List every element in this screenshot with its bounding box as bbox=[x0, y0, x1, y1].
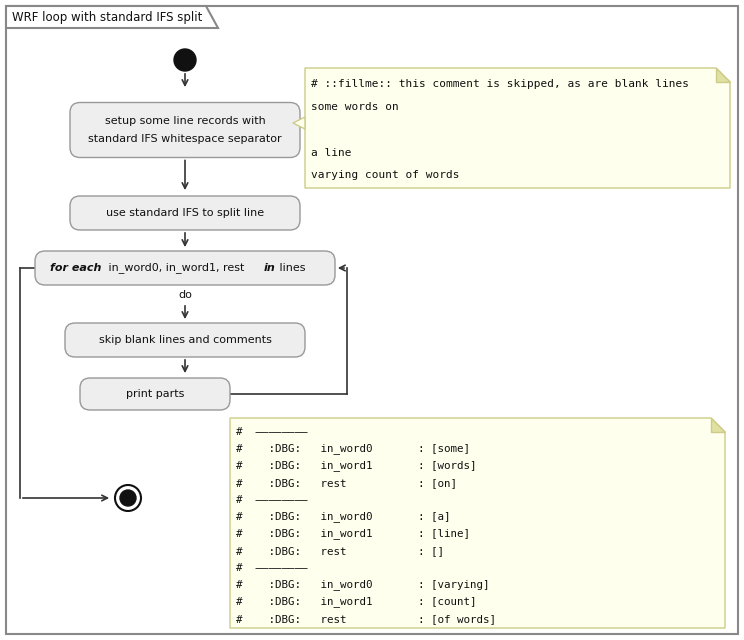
Text: skip blank lines and comments: skip blank lines and comments bbox=[98, 335, 272, 345]
Circle shape bbox=[174, 49, 196, 71]
Text: in_word0, in_word1, rest: in_word0, in_word1, rest bbox=[105, 262, 248, 273]
Circle shape bbox=[120, 490, 136, 506]
Text: #    :DBG:   rest           : [of words]: # :DBG: rest : [of words] bbox=[236, 614, 496, 623]
Polygon shape bbox=[230, 418, 725, 628]
Text: #    :DBG:   in_word1       : [words]: # :DBG: in_word1 : [words] bbox=[236, 460, 476, 471]
Text: standard IFS whitespace separator: standard IFS whitespace separator bbox=[89, 134, 282, 144]
Text: #    :DBG:   rest           : [on]: # :DBG: rest : [on] bbox=[236, 477, 457, 488]
Text: lines: lines bbox=[276, 263, 306, 273]
FancyBboxPatch shape bbox=[70, 196, 300, 230]
FancyBboxPatch shape bbox=[70, 102, 300, 157]
Circle shape bbox=[115, 485, 141, 511]
Polygon shape bbox=[6, 6, 218, 28]
Text: #  ————————: # ———————— bbox=[236, 427, 307, 436]
Text: do: do bbox=[178, 290, 192, 300]
FancyBboxPatch shape bbox=[65, 323, 305, 357]
Polygon shape bbox=[711, 418, 725, 432]
Text: setup some line records with: setup some line records with bbox=[105, 116, 266, 126]
Polygon shape bbox=[305, 68, 730, 188]
Text: # ::fillme:: this comment is skipped, as are blank lines: # ::fillme:: this comment is skipped, as… bbox=[311, 79, 689, 89]
Text: #    :DBG:   in_word1       : [count]: # :DBG: in_word1 : [count] bbox=[236, 596, 476, 607]
Text: #  ————————: # ———————— bbox=[236, 563, 307, 573]
Text: some words on: some words on bbox=[311, 102, 399, 112]
Text: #    :DBG:   rest           : []: # :DBG: rest : [] bbox=[236, 546, 444, 556]
Text: WRF loop with standard IFS split: WRF loop with standard IFS split bbox=[12, 10, 202, 24]
Text: for each: for each bbox=[50, 263, 101, 273]
Text: a line: a line bbox=[311, 148, 351, 157]
Text: #    :DBG:   in_word0       : [a]: # :DBG: in_word0 : [a] bbox=[236, 511, 451, 522]
FancyBboxPatch shape bbox=[35, 251, 335, 285]
Text: #    :DBG:   in_word1       : [line]: # :DBG: in_word1 : [line] bbox=[236, 528, 470, 539]
Text: #  ————————: # ———————— bbox=[236, 495, 307, 505]
Text: #    :DBG:   in_word0       : [varying]: # :DBG: in_word0 : [varying] bbox=[236, 579, 490, 590]
Text: #    :DBG:   in_word0       : [some]: # :DBG: in_word0 : [some] bbox=[236, 443, 470, 454]
Polygon shape bbox=[716, 68, 730, 82]
Polygon shape bbox=[293, 117, 305, 129]
Text: print parts: print parts bbox=[126, 389, 185, 399]
Text: in: in bbox=[264, 263, 276, 273]
Text: use standard IFS to split line: use standard IFS to split line bbox=[106, 208, 264, 218]
Text: varying count of words: varying count of words bbox=[311, 170, 460, 180]
FancyBboxPatch shape bbox=[80, 378, 230, 410]
